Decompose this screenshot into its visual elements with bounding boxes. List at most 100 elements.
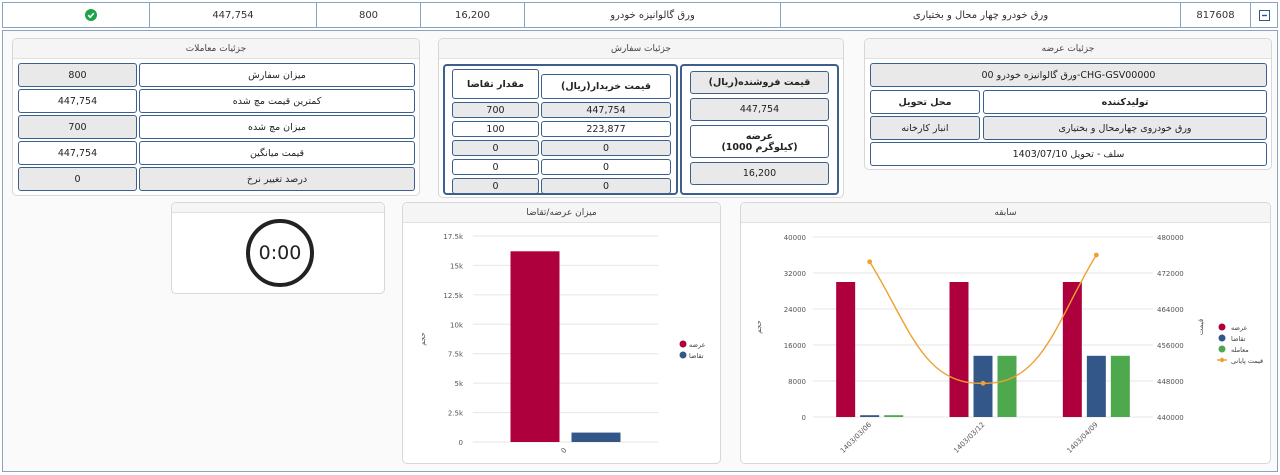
producer-label: تولیدکننده <box>983 90 1267 114</box>
y-right-tick-label: 464000 <box>1157 306 1184 314</box>
y-tick-label: 12.5k <box>443 292 464 300</box>
delivery-place-value: انبار کارخانه <box>870 116 980 140</box>
bar-معامله <box>1110 355 1130 417</box>
check-circle-icon <box>85 9 97 21</box>
y-tick-label: 16000 <box>784 342 806 350</box>
y-tick-label: 8000 <box>788 378 806 386</box>
bar-تقاضا <box>860 415 880 417</box>
legend-label: قیمت پایانی <box>1231 357 1263 365</box>
trade-details-panel: جزئیات معاملات میزان سفارش 800 کمترین قی… <box>12 38 420 196</box>
legend-label: تقاضا <box>689 352 704 360</box>
line-point <box>1093 252 1099 258</box>
offer-title: ورق خودرو چهار محال و بختیاری <box>780 3 1180 27</box>
producer-value: ورق خودروی چهارمحال و بختیاری <box>983 116 1267 140</box>
buyer-price-row-1: 447,754 <box>541 102 671 118</box>
offer-value: 447,754 <box>149 3 316 27</box>
supply-demand-chart-panel: میزان عرضه/تقاضا 0 2.5k 5k 7.5k 10k 12.5k 15k 1… <box>402 202 721 464</box>
supply-details-title: جزئیات عرضه <box>865 39 1271 59</box>
legend-marker <box>679 340 687 348</box>
offer-code: 817608 <box>1180 3 1250 27</box>
y-tick-label: 10k <box>450 321 464 329</box>
timer-header <box>172 203 384 213</box>
y-right-tick-label: 448000 <box>1157 378 1184 386</box>
demand-quantity-label: مقدار تقاضا <box>452 69 539 99</box>
y-tick-label: 17.5k <box>443 233 464 241</box>
trade-label-row-3: میزان مچ شده <box>139 115 415 139</box>
legend-marker <box>1218 345 1226 353</box>
trade-label-row-4: قیمت میانگین <box>139 141 415 165</box>
order-details-title: جزئیات سفارش <box>439 39 843 59</box>
supply-details-panel: جزئیات عرضه ورق گالوانیزه خودرو 00-CHG-G… <box>864 38 1272 170</box>
seller-price-label: قیمت فروشنده(ریال) <box>690 71 829 94</box>
legend-marker <box>1218 323 1226 331</box>
bar-تقاضا <box>973 355 993 417</box>
delivery-place-label: محل تحویل <box>870 90 980 114</box>
delivery-note: سلف - تحویل 1403/07/10 <box>870 142 1267 166</box>
trade-label-row-1: میزان سفارش <box>139 63 415 87</box>
supply-demand-chart: 0 2.5k 5k 7.5k 10k 12.5k 15k 17.5k حجم 0 عرضه تقاضا <box>419 233 706 455</box>
x-tick-label: 1403/03/06 <box>839 420 874 455</box>
history-chart-panel: سابقه 0 8000 16000 24000 32000 40000 440000 448… <box>740 202 1271 464</box>
y-tick-label: 2.5k <box>448 410 464 418</box>
y-tick-label: 24000 <box>784 306 806 314</box>
offer-details-area: جزئیات عرضه ورق گالوانیزه خودرو 00-CHG-G… <box>2 30 1278 472</box>
offer-product: ورق گالوانیزه خودرو <box>524 3 780 27</box>
x-tick-label: 1403/03/12 <box>952 421 986 455</box>
y-right-tick-label: 456000 <box>1157 342 1184 350</box>
bar-عرضه <box>1062 282 1082 417</box>
buyer-price-row-5: 0 <box>541 178 671 194</box>
trade-value-row-5: 0 <box>18 167 137 191</box>
y-right-axis-label: قیمت <box>1197 319 1205 335</box>
timer-panel: 0:00 <box>171 202 385 294</box>
bar-عرضه <box>836 282 856 417</box>
trade-label-row-5: درصد تغییر نرخ <box>139 167 415 191</box>
trade-value-row-2: 447,754 <box>18 89 137 113</box>
trade-value-row-3: 700 <box>18 115 137 139</box>
bar-عرضه <box>949 282 969 417</box>
bar-عرضه <box>510 251 560 442</box>
legend-marker <box>1219 357 1225 363</box>
legend-label: معامله <box>1231 346 1249 354</box>
trade-label-row-2: کمترین قیمت مچ شده <box>139 89 415 113</box>
y-right-tick-label: 440000 <box>1157 414 1184 422</box>
y-tick-label: 5k <box>454 380 463 388</box>
trade-details-title: جزئیات معاملات <box>13 39 419 59</box>
buyer-price-row-3: 0 <box>541 140 671 156</box>
supply-quantity-value: 16,200 <box>690 162 829 185</box>
y-right-tick-label: 480000 <box>1157 234 1184 242</box>
demand-qty-row-5: 0 <box>452 178 539 194</box>
expand-button[interactable] <box>1250 3 1277 27</box>
supply-quantity-label: عرضه (1000 کیلوگرم) <box>690 125 829 158</box>
offer-price: 16,200 <box>420 3 524 27</box>
history-chart-title: سابقه <box>741 203 1270 223</box>
line-point <box>867 259 873 265</box>
bar-معامله <box>997 355 1017 417</box>
history-chart: 0 8000 16000 24000 32000 40000 440000 448000 456… <box>755 234 1263 455</box>
demand-qty-row-4: 0 <box>452 159 539 175</box>
demand-qty-row-3: 0 <box>452 140 539 156</box>
x-tick-label: 0 <box>560 446 569 455</box>
x-tick-label: 1403/04/09 <box>1066 421 1100 455</box>
y-tick-label: 0 <box>459 439 463 447</box>
buyer-box: قیمت خریدار(ریال) مقدار تقاضا 447,754 70… <box>443 64 678 195</box>
bar-معامله <box>884 415 904 417</box>
demand-qty-row-1: 700 <box>452 102 539 118</box>
y-tick-label: 32000 <box>784 270 806 278</box>
supply-product: ورق گالوانیزه خودرو 00-CHG-GSV00000 <box>870 63 1267 87</box>
y-tick-label: 7.5k <box>448 351 464 359</box>
trade-value-row-4: 447,754 <box>18 141 137 165</box>
seller-price-value: 447,754 <box>690 98 829 121</box>
legend-label: تقاضا <box>1231 335 1246 343</box>
y-right-tick-label: 472000 <box>1157 270 1184 278</box>
offer-volume: 800 <box>316 3 420 27</box>
bar-تقاضا <box>1086 355 1106 417</box>
supply-label: عرضه <box>745 130 774 142</box>
y-tick-label: 40000 <box>784 234 806 242</box>
minus-square-icon[interactable] <box>1258 9 1270 21</box>
legend-marker <box>1218 334 1226 342</box>
demand-qty-row-2: 100 <box>452 121 539 137</box>
seller-box: قیمت فروشنده(ریال) 447,754 عرضه (1000 کی… <box>680 64 839 195</box>
bar-تقاضا <box>571 432 621 442</box>
legend-label: عرضه <box>1231 324 1248 332</box>
buyer-price-row-4: 0 <box>541 159 671 175</box>
